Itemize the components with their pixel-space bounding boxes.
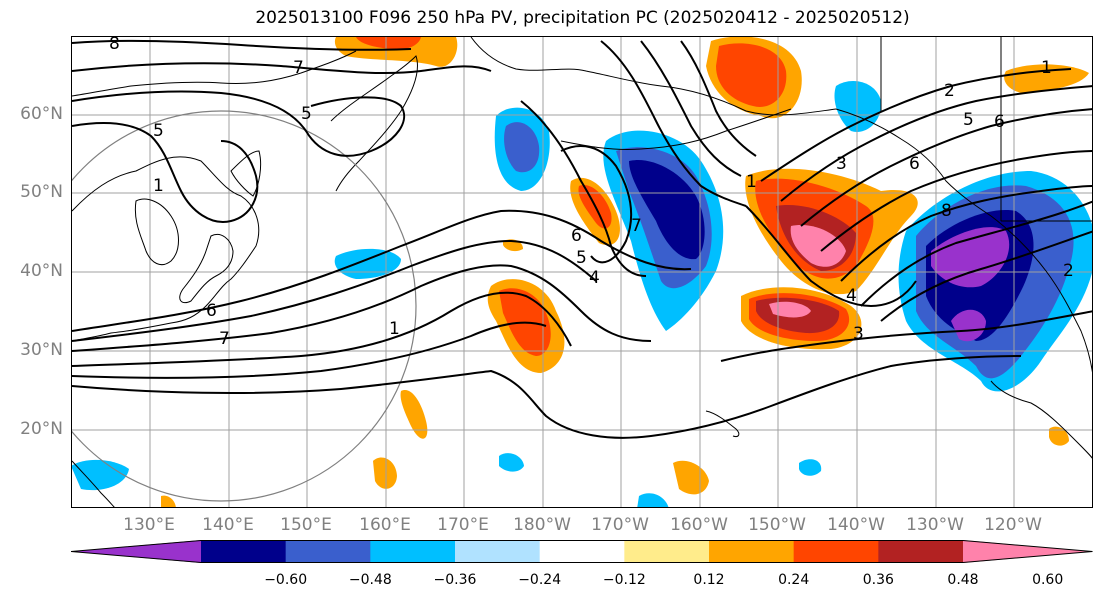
contour-label: 6 [909,154,920,174]
colorbar-tick-label: −0.48 [348,572,392,588]
lat-label: 40°N [20,261,63,281]
lon-label: 150°E [280,515,332,535]
contour-label: 4 [589,268,600,288]
lat-label: 20°N [20,419,63,439]
contour-label: 1 [153,176,164,196]
contour-label: 2 [1063,261,1074,281]
pv-contours [72,39,1092,439]
precip-positive-region [400,390,428,439]
precip-negative-region [504,122,540,173]
contour-label: 7 [293,58,304,78]
contour-label: 7 [631,216,642,236]
contour-label: 1 [746,172,757,192]
precip-positive-region [673,460,709,495]
colorbar-segment [539,540,625,563]
contour-label: 5 [576,248,587,268]
precip-positive-region [716,43,787,107]
precip-negative-region [637,493,669,507]
precip-positive-region [1004,64,1089,93]
contour-label: 4 [846,286,857,306]
precip-positive-region [769,301,811,318]
precipitation-fills [72,37,1092,507]
lon-label: 140°E [202,515,254,535]
colorbar-segment [793,540,879,563]
plot-title: 2025013100 F096 250 hPa PV, precipitatio… [255,8,910,28]
colorbar [71,540,1093,563]
colorbar-extend-low [71,540,201,563]
colorbar-tick-label: −0.60 [264,572,308,588]
precip-positive-region [373,457,397,489]
colorbar-segment [370,540,456,563]
colorbar-segment [455,540,541,563]
map-canvas: 8 7 5 6 5 1 6 1 2 7 6 5 4 7 1 3 4 3 2 5 … [72,37,1092,507]
lon-label: 160°W [670,515,728,535]
contour-label: 6 [571,226,582,246]
lon-label: 130°E [123,515,175,535]
colorbar-segment [201,540,287,563]
contour-label: 8 [109,37,120,54]
colorbar-tick-label: 0.24 [778,572,810,588]
lon-label: 170°W [591,515,649,535]
precip-negative-region [334,248,401,279]
lon-label: 160°E [359,515,411,535]
colorbar-segment [709,540,795,563]
lat-label: 60°N [20,104,63,124]
contour-labels: 8 7 5 6 5 1 6 1 2 7 6 5 4 7 1 3 4 3 2 5 … [109,37,1074,349]
contour-label: 7 [219,329,230,349]
precip-negative-region [799,459,822,476]
precip-negative-region [834,81,882,132]
lon-label: 120°W [984,515,1042,535]
colorbar-tick-label: −0.12 [602,572,646,588]
precip-positive-region [161,495,176,507]
contour-label: 1 [1041,58,1052,78]
lat-label: 50°N [20,182,63,202]
contour-label: 6 [206,301,217,321]
contour-label: 1 [389,319,400,339]
contour-label: 8 [941,201,952,221]
map-panel: 8 7 5 6 5 1 6 1 2 7 6 5 4 7 1 3 4 3 2 5 … [71,36,1093,508]
lon-label: 180°W [513,515,571,535]
lon-label: 130°W [906,515,964,535]
contour-label: 5 [963,110,974,130]
colorbar-tick-label: 0.48 [947,572,979,588]
colorbar-segment [878,540,964,563]
contour-label: 3 [853,324,864,344]
colorbar-tick-label: −0.24 [518,572,562,588]
precip-positive-region [334,37,458,67]
colorbar-tick-label: 0.36 [862,572,894,588]
reference-circle [72,110,417,502]
contour-label: 6 [994,112,1005,132]
colorbar-segment [285,540,371,563]
precip-positive-region [1049,426,1069,446]
precip-negative-region [72,459,129,490]
graticule-lines [72,37,1092,507]
lon-label: 170°E [437,515,489,535]
colorbar-extend-high [963,540,1093,563]
contour-label: 3 [836,154,847,174]
lon-label: 140°W [827,515,885,535]
colorbar-tick-label: −0.36 [433,572,477,588]
precip-negative-region [951,309,986,342]
contour-label: 2 [944,81,955,101]
contour-label: 5 [301,104,312,124]
precip-positive-region [790,225,846,267]
lat-label: 30°N [20,340,63,360]
colorbar-segment [624,540,710,563]
precip-positive-region [356,37,421,50]
precip-negative-region [499,453,524,472]
lon-label: 150°W [748,515,806,535]
colorbar-tick-label: 0.12 [693,572,725,588]
contour-label: 5 [153,121,164,141]
colorbar-tick-label: 0.60 [1032,572,1064,588]
precip-negative-region [629,160,705,260]
